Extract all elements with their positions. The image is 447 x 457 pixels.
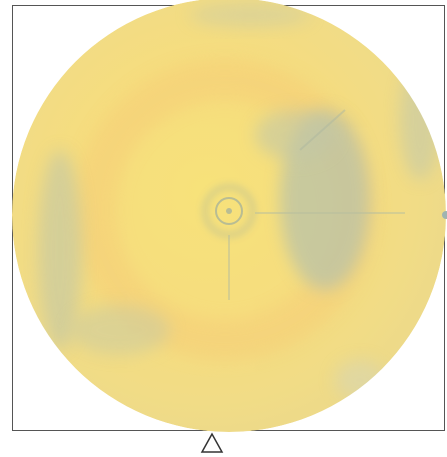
page (0, 0, 447, 457)
wafer-view (0, 0, 447, 457)
defect-region (255, 110, 335, 160)
center-dot (226, 208, 232, 214)
notch-indicator (202, 434, 222, 452)
wafer (12, 0, 446, 432)
edge-band (70, 305, 170, 355)
